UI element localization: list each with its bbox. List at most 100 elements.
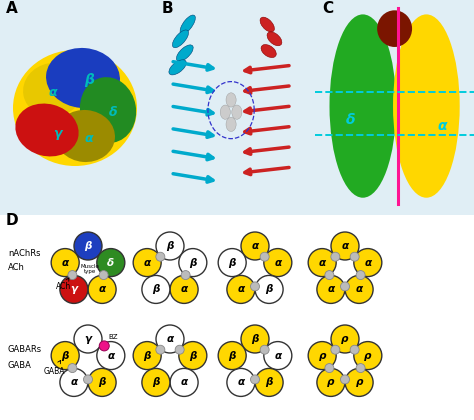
Circle shape bbox=[340, 282, 349, 291]
Circle shape bbox=[142, 276, 170, 303]
Text: β: β bbox=[152, 378, 160, 387]
Circle shape bbox=[250, 282, 259, 291]
Circle shape bbox=[350, 252, 359, 261]
Circle shape bbox=[260, 345, 269, 354]
Circle shape bbox=[354, 341, 382, 370]
Ellipse shape bbox=[46, 48, 120, 108]
Text: α: α bbox=[237, 378, 245, 387]
Circle shape bbox=[232, 105, 242, 119]
Text: ρ: ρ bbox=[341, 334, 349, 344]
Text: α: α bbox=[107, 351, 114, 361]
Text: β: β bbox=[99, 378, 106, 387]
Ellipse shape bbox=[169, 60, 186, 75]
Text: δ: δ bbox=[107, 257, 114, 268]
Circle shape bbox=[88, 276, 116, 303]
Circle shape bbox=[218, 249, 246, 277]
Text: β: β bbox=[189, 351, 197, 361]
Text: γ: γ bbox=[70, 284, 77, 294]
Ellipse shape bbox=[377, 10, 412, 47]
Text: δ: δ bbox=[346, 113, 355, 127]
Circle shape bbox=[331, 232, 359, 260]
Text: α: α bbox=[237, 284, 245, 294]
Circle shape bbox=[250, 375, 259, 384]
Ellipse shape bbox=[261, 45, 276, 58]
Circle shape bbox=[331, 252, 340, 261]
Circle shape bbox=[308, 249, 336, 277]
Circle shape bbox=[317, 368, 345, 396]
Ellipse shape bbox=[176, 45, 193, 61]
Text: β: β bbox=[228, 257, 236, 268]
Circle shape bbox=[142, 368, 170, 396]
Circle shape bbox=[133, 341, 161, 370]
Text: ρ: ρ bbox=[319, 351, 326, 361]
Circle shape bbox=[227, 276, 255, 303]
Text: α: α bbox=[85, 131, 93, 144]
Text: β: β bbox=[265, 378, 273, 387]
Bar bbox=[0, 215, 474, 420]
Text: β: β bbox=[265, 284, 273, 294]
Circle shape bbox=[340, 375, 349, 384]
Text: α: α bbox=[319, 257, 326, 268]
Circle shape bbox=[331, 345, 340, 354]
Text: α: α bbox=[181, 378, 188, 387]
Text: β: β bbox=[166, 241, 173, 251]
Circle shape bbox=[156, 325, 184, 353]
Circle shape bbox=[241, 232, 269, 260]
Circle shape bbox=[51, 341, 79, 370]
Circle shape bbox=[181, 270, 190, 280]
Circle shape bbox=[170, 368, 198, 396]
Circle shape bbox=[241, 325, 269, 353]
Circle shape bbox=[345, 368, 373, 396]
Text: ACh: ACh bbox=[56, 278, 72, 291]
Circle shape bbox=[350, 345, 359, 354]
Circle shape bbox=[179, 341, 207, 370]
Text: α: α bbox=[70, 378, 77, 387]
Text: B: B bbox=[162, 1, 173, 16]
Text: α: α bbox=[341, 241, 348, 251]
Ellipse shape bbox=[180, 15, 195, 34]
Text: β: β bbox=[251, 334, 259, 344]
Text: γ: γ bbox=[84, 334, 91, 344]
Circle shape bbox=[354, 249, 382, 277]
Circle shape bbox=[356, 364, 365, 373]
Circle shape bbox=[68, 364, 77, 373]
Ellipse shape bbox=[393, 14, 460, 198]
Text: nAChRs: nAChRs bbox=[8, 249, 40, 257]
Text: α: α bbox=[181, 284, 188, 294]
Text: BZ: BZ bbox=[108, 334, 118, 340]
Circle shape bbox=[97, 249, 125, 277]
Text: GABA: GABA bbox=[8, 362, 32, 370]
Circle shape bbox=[175, 345, 184, 354]
Ellipse shape bbox=[13, 50, 137, 166]
Text: β: β bbox=[84, 241, 91, 251]
Circle shape bbox=[51, 249, 79, 277]
Circle shape bbox=[255, 276, 283, 303]
Circle shape bbox=[264, 341, 292, 370]
Circle shape bbox=[97, 341, 125, 370]
Text: D: D bbox=[6, 213, 18, 228]
Ellipse shape bbox=[80, 77, 136, 143]
Circle shape bbox=[218, 341, 246, 370]
Circle shape bbox=[74, 232, 102, 260]
Circle shape bbox=[264, 249, 292, 277]
Text: A: A bbox=[6, 1, 18, 16]
Circle shape bbox=[308, 341, 336, 370]
Text: α: α bbox=[274, 351, 282, 361]
Ellipse shape bbox=[23, 63, 83, 117]
Text: β: β bbox=[189, 257, 197, 268]
Text: β: β bbox=[84, 73, 94, 87]
Text: δ: δ bbox=[109, 105, 117, 118]
Text: ACh: ACh bbox=[8, 263, 25, 273]
Circle shape bbox=[325, 270, 334, 280]
Text: β: β bbox=[152, 284, 160, 294]
Circle shape bbox=[74, 325, 102, 353]
Circle shape bbox=[345, 276, 373, 303]
Text: α: α bbox=[274, 257, 282, 268]
Circle shape bbox=[220, 105, 230, 119]
Ellipse shape bbox=[55, 110, 115, 162]
Circle shape bbox=[99, 270, 108, 280]
Text: α: α bbox=[364, 257, 372, 268]
Circle shape bbox=[226, 93, 236, 107]
Text: GABARs: GABARs bbox=[8, 346, 42, 354]
Circle shape bbox=[325, 364, 334, 373]
